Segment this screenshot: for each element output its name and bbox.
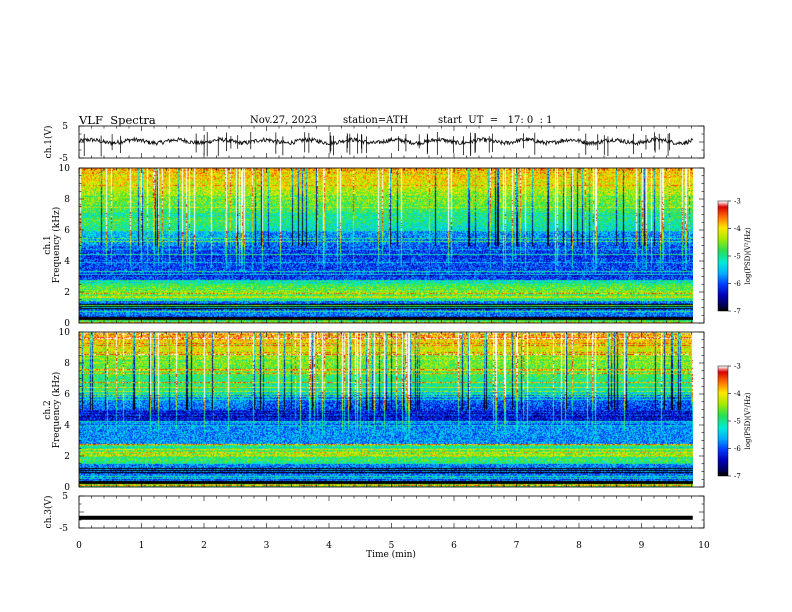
ch2-spec-channel-label: ch.2 — [43, 400, 53, 419]
x-tick-label: 9 — [639, 541, 645, 551]
station-label: station=ATH — [343, 115, 409, 126]
colorbar-ch1-ticks: -3 -4 -5 -6 -7 — [728, 198, 741, 316]
colorbar-ch1-gradient — [718, 201, 728, 311]
ch3-wave-ylabel: ch.3(V) — [43, 496, 54, 529]
ch2-spec-panel: 0 2 4 6 8 10 ch.2 Frequency (kHz) — [43, 328, 705, 493]
date-label: Nov.27, 2023 — [250, 115, 317, 126]
ch3-wave-panel: 5 -5 ch.3(V) — [43, 492, 705, 534]
ch1-wave-trace — [78, 136, 694, 147]
colorbar-tick-label: -3 — [734, 198, 741, 206]
colorbar-tick-label: -4 — [734, 225, 741, 233]
y-tick-label: 4 — [64, 421, 70, 431]
x-tick-label: 6 — [451, 541, 457, 551]
ch1-wave-panel: 5 -5 ch.1(V) — [43, 122, 705, 164]
x-tick-label: 7 — [514, 541, 520, 551]
y-tick-label: 4 — [64, 257, 70, 267]
x-tick-label: 5 — [389, 541, 395, 551]
colorbar-ch1-label: log(PSD)(V²/Hz) — [744, 227, 752, 284]
ch1-freq-ylabel: Frequency (kHz) — [51, 207, 62, 284]
x-tick-label: 10 — [698, 541, 710, 551]
ch1-ytick-5: 5 — [62, 122, 68, 132]
colorbar-ch1: -3 -4 -5 -6 -7 log(PSD)(V²/Hz) — [717, 198, 752, 316]
x-tick-label: 0 — [76, 541, 82, 551]
colorbar-tick-label: -7 — [734, 308, 741, 316]
y-tick-label: 0 — [64, 483, 70, 493]
y-tick-label: 8 — [64, 359, 70, 369]
y-tick-label: 6 — [64, 390, 70, 400]
ch1-spec-channel-label: ch.1 — [43, 235, 53, 254]
colorbar-tick-label: -3 — [734, 363, 741, 371]
x-tick-label: 3 — [264, 541, 270, 551]
colorbar-ch2: -3 -4 -5 -6 -7 log(PSD)(V²/Hz) — [717, 363, 752, 481]
y-tick-label: 0 — [64, 319, 70, 329]
y-tick-label: 2 — [64, 452, 70, 462]
colorbar-ch2-ticks: -3 -4 -5 -6 -7 — [728, 363, 741, 481]
x-tick-label: 1 — [139, 541, 145, 551]
colorbar-tick-label: -5 — [734, 418, 741, 426]
colorbar-tick-label: -5 — [734, 253, 741, 261]
colorbar-tick-label: -6 — [734, 280, 741, 288]
colorbar-tick-label: -6 — [734, 445, 741, 453]
start-time-label: start UT = 17: 0 : 1 — [438, 115, 553, 126]
ch1-spec-yticks: 0 2 4 6 8 10 — [59, 164, 704, 329]
y-tick-label: 2 — [64, 288, 70, 298]
ch2-spectrogram-image — [79, 332, 693, 487]
ch1-ytick-neg5: -5 — [59, 154, 68, 164]
ch3-ytick-5: 5 — [62, 492, 68, 502]
ch2-spec-yticks: 0 2 4 6 8 10 — [59, 328, 704, 493]
y-tick-label: 8 — [64, 195, 70, 205]
y-tick-label: 10 — [59, 164, 71, 174]
ch2-freq-ylabel: Frequency (kHz) — [51, 372, 62, 449]
y-tick-label: 6 — [64, 226, 70, 236]
ch1-spec-panel: 0 2 4 6 8 10 ch.1 Frequency (kHz) — [43, 164, 705, 329]
time-axis-ticks: 0 1 2 3 4 5 6 7 8 9 10 — [76, 125, 710, 551]
figure-title: VLF Spectra — [79, 113, 156, 127]
colorbar-tick-label: -7 — [734, 473, 741, 481]
ch3-wave-trace — [79, 515, 693, 520]
ch1-spectrogram-image — [79, 168, 693, 323]
ch1-wave-spikes — [83, 131, 671, 157]
time-axis-label: Time (min) — [366, 549, 416, 560]
colorbar-tick-label: -4 — [734, 390, 741, 398]
x-tick-label: 2 — [201, 541, 207, 551]
ch3-ytick-neg5: -5 — [59, 524, 68, 534]
colorbar-ch2-label: log(PSD)(V²/Hz) — [744, 392, 752, 449]
ch1-wave-ylabel: ch.1(V) — [43, 126, 54, 159]
x-tick-label: 8 — [576, 541, 582, 551]
x-tick-label: 4 — [326, 541, 332, 551]
y-tick-label: 10 — [59, 328, 71, 338]
colorbar-ch2-gradient — [718, 366, 728, 476]
